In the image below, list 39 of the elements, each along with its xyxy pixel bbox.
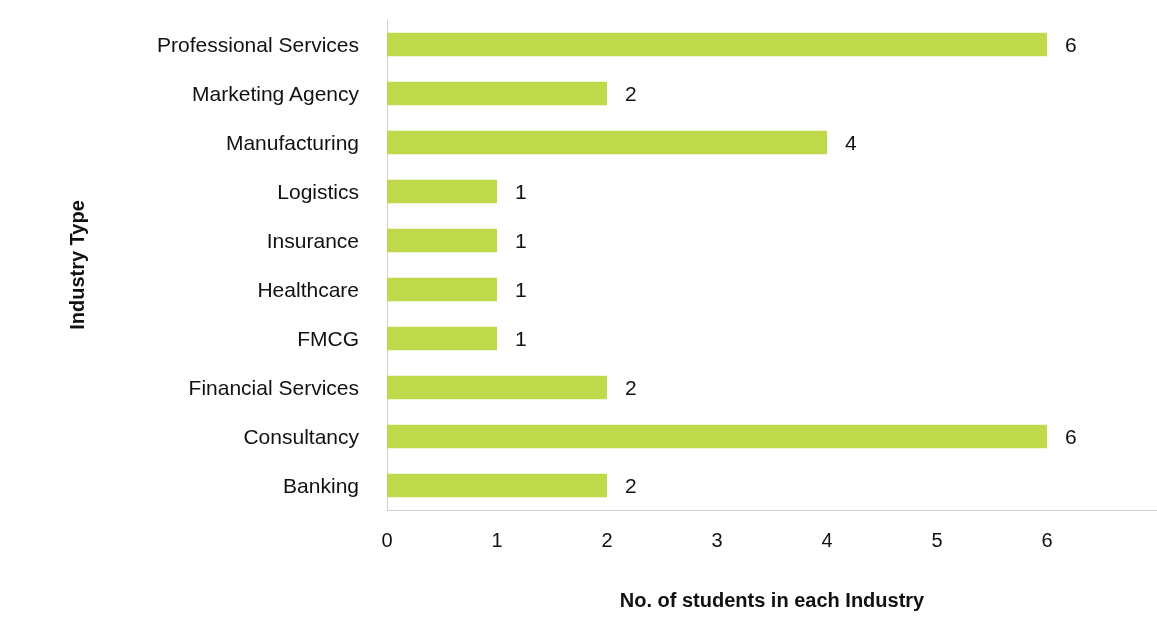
bar [387, 130, 827, 155]
x-tick-label: 4 [821, 529, 833, 551]
x-tick-label: 2 [601, 529, 613, 551]
y-tick-label: Marketing Agency [192, 82, 360, 105]
data-label: 2 [625, 376, 637, 399]
y-tick-label: Manufacturing [225, 131, 359, 154]
y-tick-label: Banking [283, 474, 359, 497]
bar [387, 228, 497, 253]
x-axis-title: No. of students in each Industry [619, 589, 926, 611]
y-tick-label: Healthcare [257, 278, 359, 301]
y-tick-label: Insurance [266, 229, 359, 252]
x-tick-label: 6 [1041, 529, 1053, 551]
data-label: 6 [1065, 425, 1077, 448]
x-tick-label: 5 [931, 529, 943, 551]
bar [387, 32, 1047, 57]
bar [387, 81, 607, 106]
data-label: 1 [515, 278, 527, 301]
bar [387, 424, 1047, 449]
data-label: 1 [515, 180, 527, 203]
bar [387, 179, 497, 204]
y-tick-label: FMCG [297, 327, 359, 350]
data-label: 1 [515, 327, 527, 350]
y-axis-title: Industry Type [66, 200, 88, 330]
x-tick-label: 1 [491, 529, 503, 551]
y-tick-label: Professional Services [157, 33, 359, 56]
data-label: 2 [625, 474, 637, 497]
x-tick-label: 0 [381, 529, 393, 551]
y-tick-label: Financial Services [188, 376, 359, 399]
y-tick-label: Consultancy [243, 425, 360, 448]
bar [387, 473, 607, 498]
bar [387, 375, 607, 400]
y-tick-label: Logistics [277, 180, 359, 203]
data-label: 6 [1065, 33, 1077, 56]
bar [387, 277, 497, 302]
data-label: 4 [845, 131, 857, 154]
x-tick-label: 3 [711, 529, 723, 551]
bar [387, 326, 497, 351]
data-label: 2 [625, 82, 637, 105]
data-label: 1 [515, 229, 527, 252]
